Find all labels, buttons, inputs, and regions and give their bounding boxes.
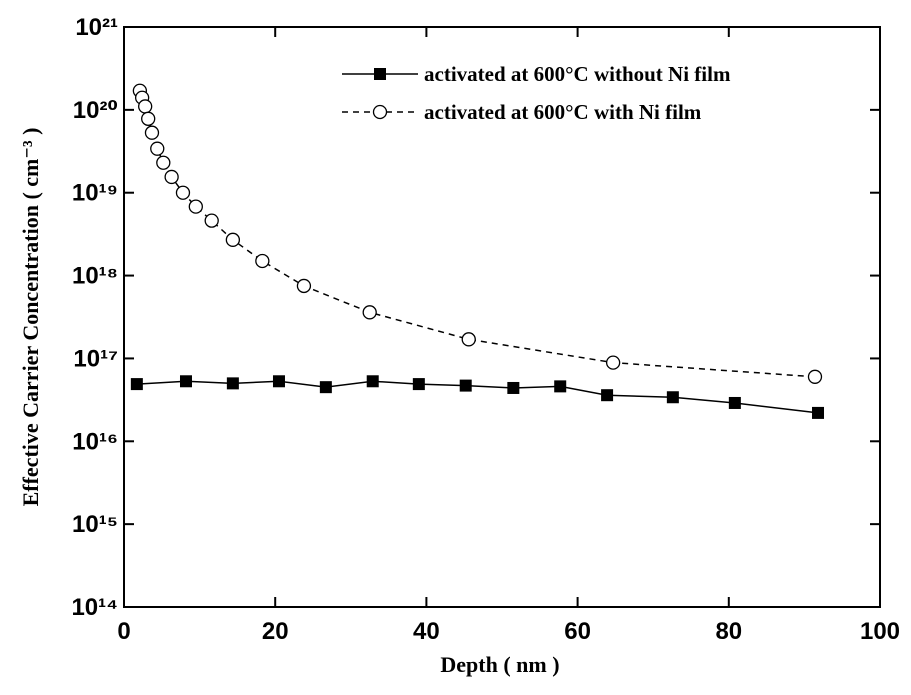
x-tick-label: 20	[262, 618, 289, 645]
marker	[320, 381, 332, 393]
marker	[601, 389, 613, 401]
series-line	[140, 91, 815, 377]
legend-marker	[374, 106, 387, 119]
marker	[413, 378, 425, 390]
marker	[131, 378, 143, 390]
marker	[667, 391, 679, 403]
legend-label: activated at 600°C without Ni film	[424, 62, 731, 86]
marker	[189, 200, 202, 213]
y-tick-label: 10¹⁴	[71, 594, 118, 621]
marker	[273, 375, 285, 387]
marker	[363, 306, 376, 319]
marker	[507, 382, 519, 394]
marker	[812, 407, 824, 419]
x-tick-label: 80	[715, 618, 742, 645]
x-tick-label: 40	[413, 618, 440, 645]
x-tick-label: 0	[117, 618, 130, 645]
marker	[460, 380, 472, 392]
series-line	[137, 381, 818, 413]
y-tick-label: 10¹⁸	[72, 263, 118, 290]
chart: Depth ( nm ) Effective Carrier Concentra…	[0, 0, 911, 695]
y-tick-label: 10¹⁷	[73, 345, 118, 372]
y-tick-label: 10¹⁵	[72, 511, 118, 538]
legend-label: activated at 600°C with Ni film	[424, 100, 702, 124]
marker	[607, 356, 620, 369]
y-tick-label: 10¹⁹	[72, 180, 118, 207]
y-tick-label: 10²⁰	[73, 97, 118, 124]
marker	[157, 156, 170, 169]
marker	[462, 333, 475, 346]
marker	[226, 233, 239, 246]
marker	[139, 100, 152, 113]
marker	[176, 186, 189, 199]
marker	[256, 254, 269, 267]
marker	[554, 380, 566, 392]
y-tick-label: 10¹⁶	[72, 428, 118, 455]
x-tick-label: 100	[860, 618, 900, 645]
marker	[145, 126, 158, 139]
legend-marker	[374, 68, 386, 80]
y-tick-label: 10²¹	[75, 14, 118, 41]
marker	[165, 170, 178, 183]
marker	[808, 370, 821, 383]
marker	[205, 214, 218, 227]
marker	[729, 397, 741, 409]
marker	[227, 377, 239, 389]
marker	[297, 279, 310, 292]
marker	[180, 375, 192, 387]
x-axis-label: Depth ( nm )	[440, 652, 559, 677]
marker	[151, 142, 164, 155]
marker	[142, 112, 155, 125]
y-axis-label: Effective Carrier Concentration ( cm⁻³ )	[18, 128, 43, 507]
x-tick-label: 60	[564, 618, 591, 645]
marker	[367, 375, 379, 387]
